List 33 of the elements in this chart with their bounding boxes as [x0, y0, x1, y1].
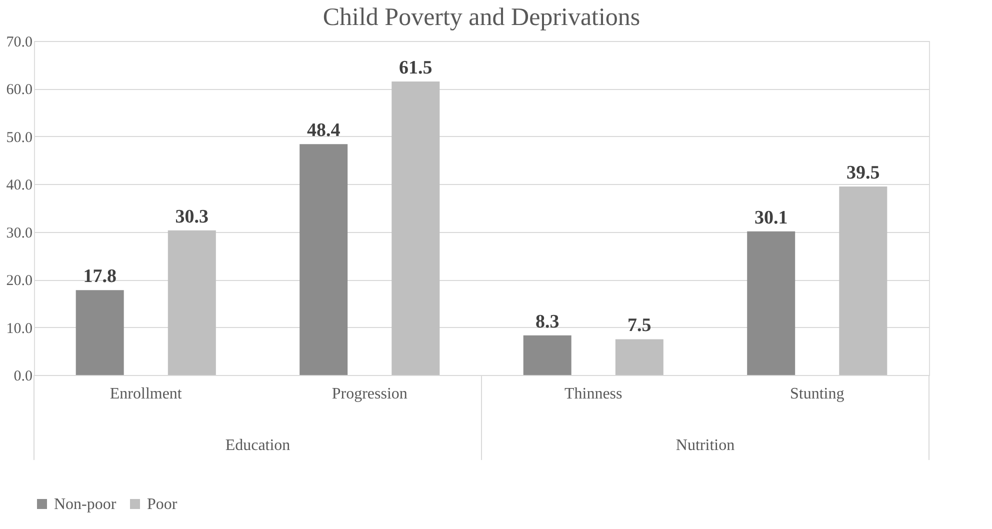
y-tick-label: 0.0: [14, 368, 32, 384]
chart-title: Child Poverty and Deprivations: [322, 4, 640, 31]
y-tick-label: 70.0: [6, 34, 32, 50]
bar: [168, 230, 216, 375]
data-label: 17.8: [83, 266, 116, 288]
y-tick-label: 30.0: [6, 225, 32, 242]
x-tick-label: Stunting: [790, 386, 844, 402]
data-label: 30.3: [175, 206, 209, 228]
bar: [839, 186, 888, 375]
y-tick-label: 60.0: [6, 82, 32, 98]
y-tick-label: 40.0: [6, 178, 32, 194]
legend-label: Non-poor: [54, 496, 117, 513]
bar: [523, 335, 572, 375]
text: Nutrition: [676, 437, 735, 454]
x-tick-label: Progression: [332, 386, 408, 402]
data-label: 7.5: [628, 315, 652, 336]
bar: [747, 231, 796, 375]
x-tick-label: Enrollment: [110, 386, 182, 402]
data-label: 8.3: [535, 311, 560, 332]
legend-label: Poor: [147, 496, 178, 513]
text: Education: [225, 437, 290, 454]
data-label: 48.4: [306, 120, 341, 142]
data-label: 30.1: [754, 207, 788, 228]
bar: [615, 339, 664, 375]
y-tick-label: 10.0: [6, 320, 32, 337]
bar: [300, 144, 348, 375]
data-label: 39.5: [846, 162, 880, 184]
bar: [392, 82, 440, 375]
x-tick-label: Thinness: [564, 386, 622, 402]
bar: [76, 290, 124, 375]
data-label: 61.5: [399, 58, 432, 79]
y-tick-label: 20.0: [6, 273, 32, 290]
y-tick-label: 50.0: [6, 130, 32, 146]
